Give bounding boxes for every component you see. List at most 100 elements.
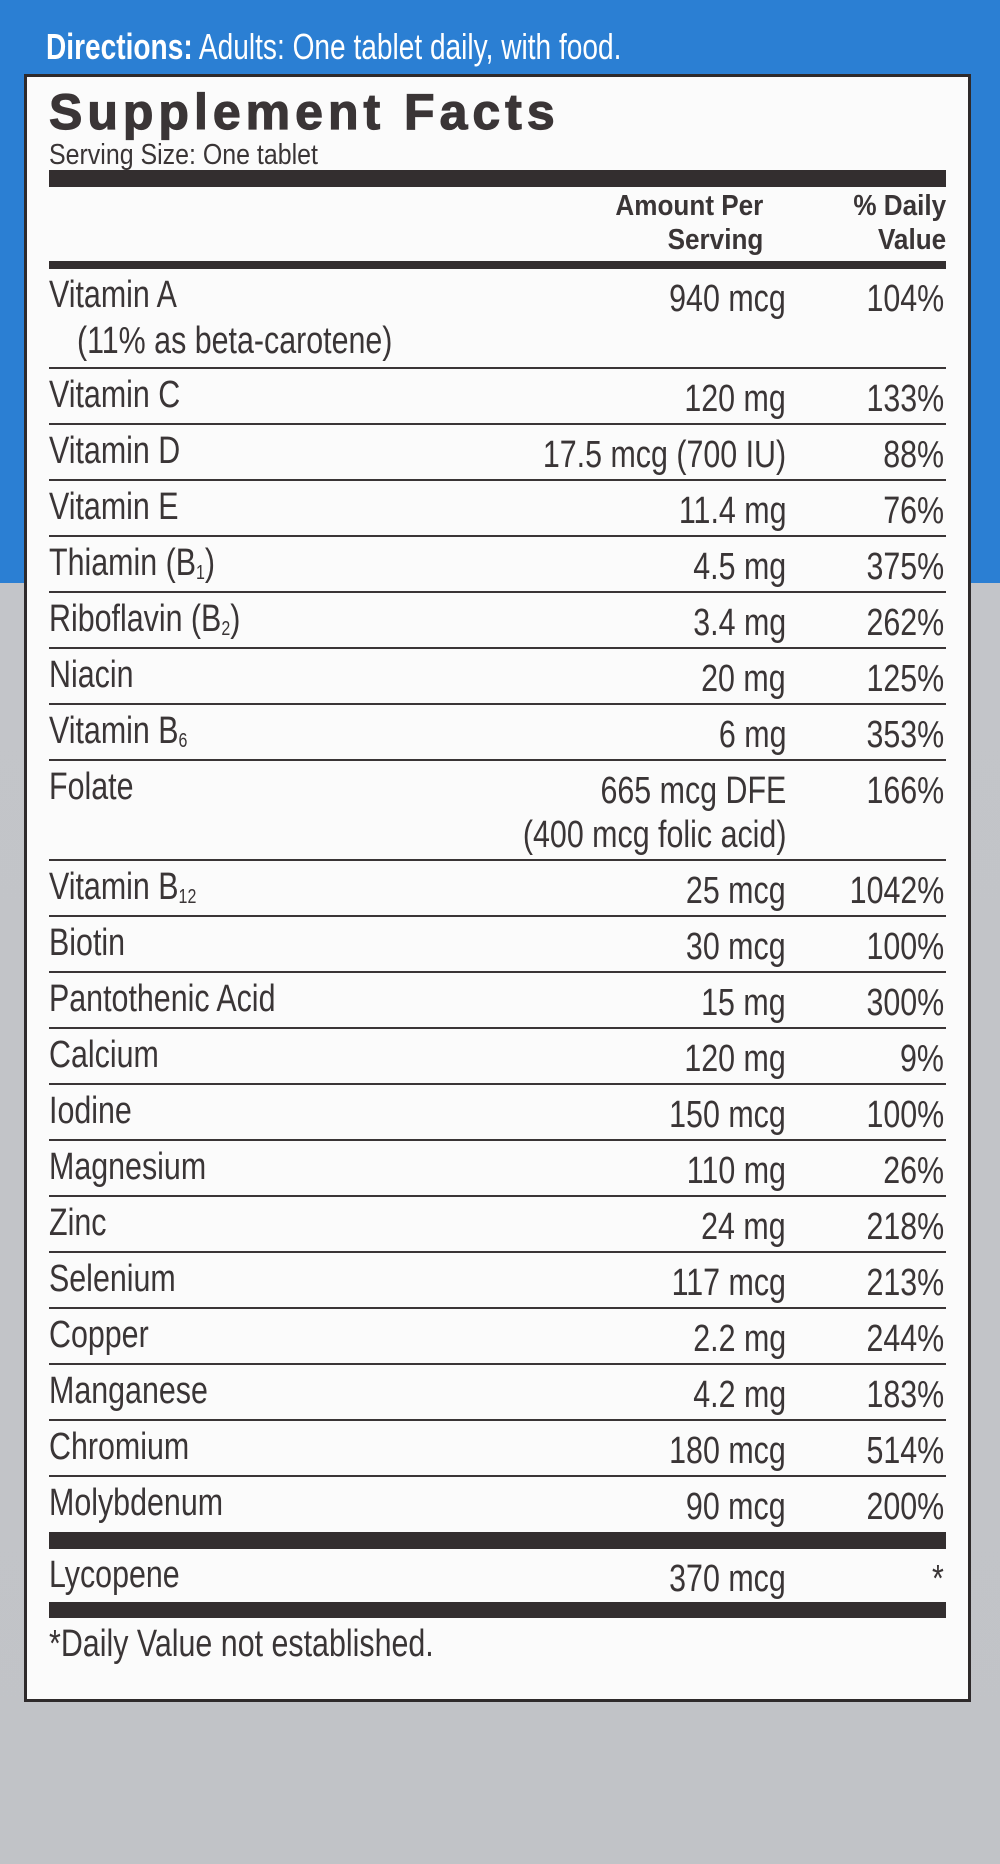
table-row: Vitamin A (11% as beta-carotene) 940 mcg 10… — [49, 269, 946, 369]
table-row: Vitamin D 17.5 mcg (700 IU) 88% — [49, 425, 946, 481]
header-dv-line2: Value — [877, 224, 946, 256]
amount-per-serving: 110 mg — [686, 1150, 786, 1192]
nutrient-name: Niacin — [49, 653, 133, 697]
table-row: Manganese 4.2 mg 183% — [49, 1365, 946, 1421]
table-row: Biotin 30 mcg 100% — [49, 917, 946, 973]
nutrient-name: Molybdenum — [49, 1481, 223, 1525]
nutrient-name: Vitamin D — [49, 429, 180, 473]
nutrient-name: Vitamin B6 — [49, 709, 187, 763]
amount-per-serving: 15 mg — [701, 982, 787, 1024]
nutrient-name-text: Manganese — [49, 1370, 208, 1412]
table-row: Pantothenic Acid 15 mg 300% — [49, 973, 946, 1029]
amount-per-serving: 6 mg — [718, 714, 786, 756]
nutrient-name-text: Riboflavin (B — [49, 598, 222, 640]
amount-per-serving: 120 mg — [684, 378, 786, 420]
nutrient-name: Iodine — [49, 1089, 132, 1133]
header-amount-line1: Amount Per — [615, 190, 763, 222]
daily-value-percent: 1042% — [849, 870, 944, 912]
nutrient-name-suffix: ) — [230, 598, 241, 640]
table-row: Vitamin C 120 mg 133% — [49, 369, 946, 425]
nutrient-name-text: Zinc — [49, 1202, 107, 1244]
nutrient-name-text: Niacin — [49, 654, 134, 696]
nutrient-name: Biotin — [49, 921, 125, 965]
table-row: Thiamin (B1) 4.5 mg 375% — [49, 537, 946, 593]
header-amount-per-serving: Amount Per Serving — [615, 189, 763, 257]
nutrient-name-text: Chromium — [49, 1426, 190, 1468]
daily-value-percent: 375% — [866, 546, 944, 588]
divider-medium — [49, 261, 946, 269]
daily-value-percent: 100% — [866, 1094, 944, 1136]
supplement-facts-panel: Supplement Facts Serving Size: One table… — [24, 74, 971, 1702]
amount-per-serving: 120 mg — [684, 1038, 786, 1080]
table-row: Vitamin B6 6 mg 353% — [49, 705, 946, 761]
nutrient-name-text: Thiamin (B — [49, 542, 196, 584]
daily-value-percent: 9% — [900, 1038, 944, 1080]
daily-value-percent: 133% — [866, 378, 944, 420]
daily-value-percent: 218% — [866, 1206, 944, 1248]
daily-value-percent: 300% — [866, 982, 944, 1024]
amount-per-serving: 117 mcg — [671, 1262, 786, 1304]
daily-value-percent: 213% — [866, 1262, 944, 1304]
amount-per-serving: 2.2 mg — [693, 1318, 786, 1360]
nutrient-name: Riboflavin (B2) — [49, 597, 240, 651]
nutrient-name: Selenium — [49, 1257, 176, 1301]
nutrient-name-text: Vitamin B — [49, 866, 179, 908]
nutrient-name: Chromium — [49, 1425, 189, 1469]
nutrient-subscript: 6 — [178, 730, 188, 752]
divider-thick — [49, 170, 946, 187]
table-row: Vitamin B12 25 mcg 1042% — [49, 861, 946, 917]
amount-per-serving: 20 mg — [701, 658, 787, 700]
nutrient-name-text: Vitamin A — [49, 274, 177, 316]
table-row: Folate 665 mcg DFE (400 mcg folic acid) 166… — [49, 761, 946, 861]
amount-per-serving: 90 mcg — [686, 1486, 786, 1528]
directions-label: Directions: — [46, 26, 193, 67]
nutrient-name: Vitamin C — [49, 373, 180, 417]
nutrient-name-text: Pantothenic Acid — [49, 978, 276, 1020]
nutrient-name: Copper — [49, 1313, 149, 1357]
nutrient-name-text: Vitamin E — [49, 486, 179, 528]
daily-value-percent: 125% — [866, 658, 944, 700]
nutrient-name: Calcium — [49, 1033, 159, 1077]
amount-per-serving: 940 mcg — [669, 278, 786, 320]
amount-per-serving: 370 mcg — [669, 1558, 786, 1600]
table-row: Niacin 20 mg 125% — [49, 649, 946, 705]
nutrient-name-text: Lycopene — [49, 1554, 180, 1596]
daily-value-percent: 26% — [883, 1150, 944, 1192]
table-row: Copper 2.2 mg 244% — [49, 1309, 946, 1365]
nutrient-subscript: 1 — [195, 562, 205, 584]
table-row: Chromium 180 mcg 514% — [49, 1421, 946, 1477]
nutrient-name-text: Vitamin D — [49, 430, 181, 472]
daily-value-percent: 100% — [866, 926, 944, 968]
nutrient-name: Vitamin A — [49, 273, 177, 317]
daily-value-percent: 104% — [866, 278, 944, 320]
nutrient-name: Vitamin B12 — [49, 865, 196, 919]
daily-value-percent: * — [932, 1558, 944, 1600]
table-row: Zinc 24 mg 218% — [49, 1197, 946, 1253]
daily-value-percent: 353% — [866, 714, 944, 756]
table-row: Riboflavin (B2) 3.4 mg 262% — [49, 593, 946, 649]
table-row: Molybdenum 90 mcg 200% — [49, 1477, 946, 1531]
daily-value-percent: 200% — [866, 1486, 944, 1528]
divider-thick — [49, 1602, 946, 1618]
header-dv-line1: % Daily — [853, 190, 946, 222]
header-amount-line2: Serving — [667, 224, 763, 256]
daily-value-percent: 514% — [866, 1430, 944, 1472]
daily-value-percent: 166% — [866, 770, 944, 812]
table-row: Lycopene 370 mcg * — [49, 1549, 946, 1603]
amount-per-serving: 25 mcg — [686, 870, 786, 912]
nutrient-name-text: Vitamin C — [49, 374, 181, 416]
amount-per-serving: 665 mcg DFE — [600, 770, 786, 812]
nutrient-subscript: 12 — [178, 886, 197, 908]
nutrient-note: (11% as beta-carotene) — [77, 320, 393, 362]
nutrient-name-text: Iodine — [49, 1090, 132, 1132]
nutrient-name-text: Biotin — [49, 922, 126, 964]
table-row: Vitamin E 11.4 mg 76% — [49, 481, 946, 537]
amount-per-serving: 17.5 mcg (700 IU) — [542, 434, 786, 476]
amount-note: (400 mcg folic acid) — [522, 814, 786, 856]
amount-per-serving: 24 mg — [701, 1206, 787, 1248]
table-row: Iodine 150 mcg 100% — [49, 1085, 946, 1141]
daily-value-percent: 244% — [866, 1318, 944, 1360]
footnote: *Daily Value not established. — [49, 1623, 434, 1665]
serving-size: Serving Size: One tablet — [49, 139, 318, 171]
other-ingredients-table: Lycopene 370 mcg * — [49, 1549, 946, 1603]
